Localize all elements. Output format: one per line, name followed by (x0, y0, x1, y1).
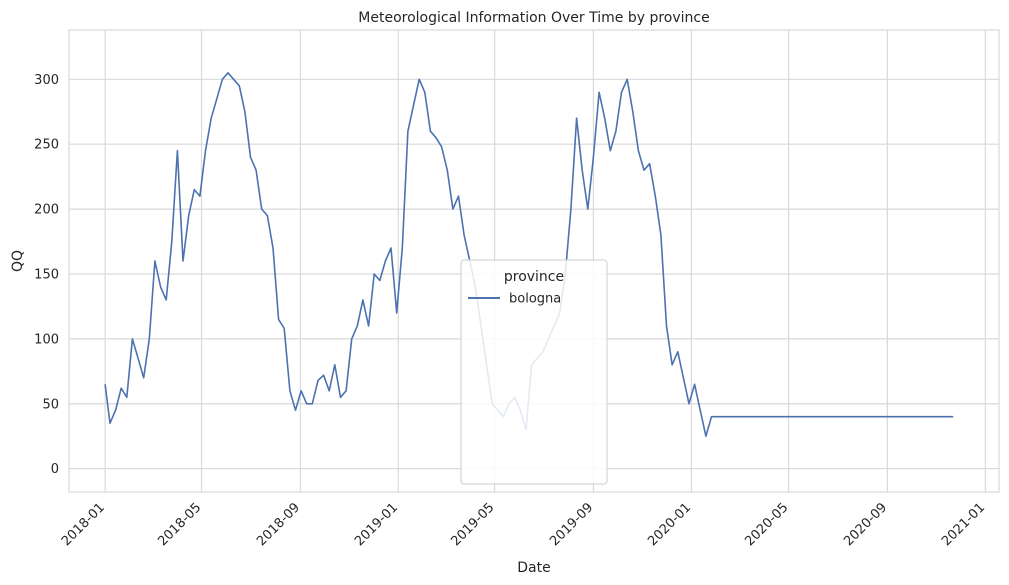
y-axis-ticks: 0 50 100 150 200 250 300 (34, 73, 59, 477)
x-tick-label: 2021-01 (939, 500, 988, 549)
chart-title: Meteorological Information Over Time by … (358, 10, 709, 26)
y-axis-label: QQ (10, 250, 26, 272)
y-tick-label: 0 (51, 462, 59, 477)
x-tick-label: 2020-05 (742, 500, 791, 549)
x-tick-label: 2018-01 (59, 500, 108, 549)
x-axis-label: Date (517, 560, 550, 576)
y-tick-label: 150 (34, 267, 59, 282)
x-axis-ticks: 2018-01 2018-05 2018-09 2019-01 2019-05 2019-… (59, 500, 988, 549)
y-tick-label: 50 (42, 397, 59, 412)
y-tick-label: 200 (34, 203, 59, 218)
x-tick-label: 2020-01 (645, 500, 694, 549)
grid (69, 30, 999, 492)
y-tick-label: 300 (34, 73, 59, 88)
x-tick-label: 2018-09 (254, 500, 303, 549)
x-tick-label: 2019-09 (547, 500, 596, 549)
y-tick-label: 100 (34, 332, 59, 347)
legend-box (460, 259, 608, 485)
legend: province bologna (460, 259, 608, 485)
x-tick-label: 2018-05 (155, 500, 204, 549)
legend-label-bologna: bologna (509, 292, 561, 307)
y-tick-label: 250 (34, 138, 59, 153)
x-tick-label: 2019-05 (448, 500, 497, 549)
legend-title: province (504, 269, 564, 285)
x-tick-label: 2019-01 (352, 500, 401, 549)
x-tick-label: 2020-09 (841, 500, 890, 549)
